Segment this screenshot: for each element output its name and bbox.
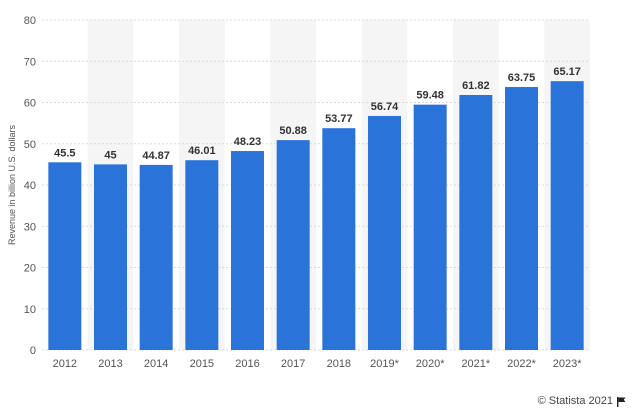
y-tick-label: 50 xyxy=(24,139,36,151)
y-tick-label: 0 xyxy=(30,345,36,357)
x-tick-label: 2018 xyxy=(327,358,351,370)
x-tick-label: 2022* xyxy=(507,358,536,370)
data-label: 56.74 xyxy=(371,101,399,113)
data-label: 50.88 xyxy=(279,125,307,137)
x-tick-label: 2016 xyxy=(235,358,259,370)
x-tick-label: 2020* xyxy=(416,358,445,370)
bar xyxy=(322,128,356,350)
bar xyxy=(505,87,538,350)
data-label: 53.77 xyxy=(325,113,353,125)
flag-icon xyxy=(617,396,626,407)
y-tick-label: 10 xyxy=(24,304,36,316)
bar xyxy=(48,162,82,350)
y-tick-label: 70 xyxy=(24,56,36,68)
bar xyxy=(139,164,173,350)
data-label: 63.75 xyxy=(508,72,536,84)
bar xyxy=(276,140,310,350)
y-axis-title: Revenue in billion U.S. dollars xyxy=(7,124,17,245)
bar xyxy=(94,164,127,350)
x-tick-label: 2015 xyxy=(190,358,214,370)
credit-text: © Statista 2021 xyxy=(537,395,613,407)
y-tick-label: 20 xyxy=(24,263,36,275)
y-tick-label: 30 xyxy=(24,221,36,233)
bar xyxy=(413,104,447,351)
data-label: 59.48 xyxy=(416,90,444,102)
x-tick-label: 2017 xyxy=(281,358,305,370)
x-tick-label: 2019* xyxy=(370,358,399,370)
y-tick-label: 80 xyxy=(24,15,36,27)
x-tick-label: 2023* xyxy=(553,358,582,370)
data-label: 45.5 xyxy=(54,147,75,159)
bar xyxy=(550,81,584,350)
x-tick-label: 2021* xyxy=(461,358,490,370)
data-label: 44.87 xyxy=(142,150,170,162)
x-tick-label: 2014 xyxy=(144,358,168,370)
y-tick-label: 60 xyxy=(24,98,36,110)
bar xyxy=(231,151,264,350)
x-tick-label: 2012 xyxy=(53,358,77,370)
bar xyxy=(459,94,493,351)
data-label: 46.01 xyxy=(188,145,216,157)
data-label: 45 xyxy=(104,149,116,161)
data-label: 65.17 xyxy=(553,66,581,78)
y-tick-label: 40 xyxy=(24,180,36,192)
data-label: 48.23 xyxy=(234,136,262,148)
bar xyxy=(368,115,401,350)
x-tick-label: 2013 xyxy=(98,358,122,370)
bar xyxy=(185,160,219,350)
source-credit[interactable]: © Statista 2021 xyxy=(538,395,626,407)
data-label: 61.82 xyxy=(462,80,490,92)
